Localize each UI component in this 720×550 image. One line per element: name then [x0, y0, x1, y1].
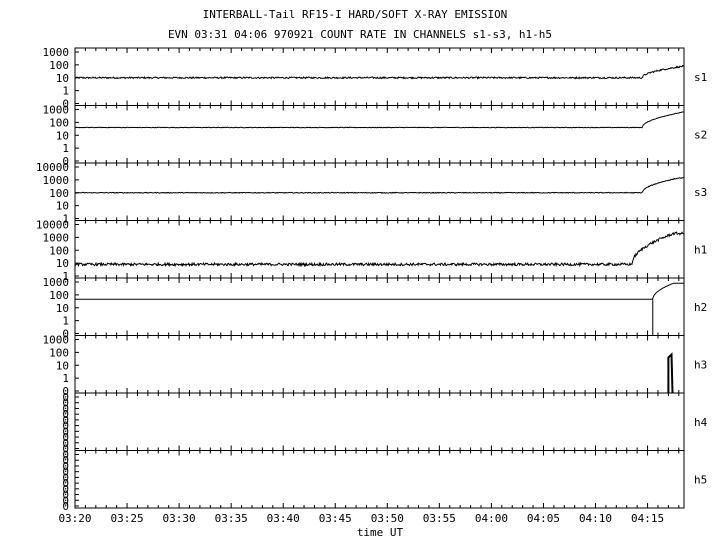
x-tick-label: 04:05	[527, 512, 560, 525]
chart-title: INTERBALL-Tail RF15-I HARD/SOFT X-RAY EM…	[203, 8, 508, 21]
y-tick-label: 0	[62, 477, 69, 490]
series-s3	[74, 177, 685, 194]
y-tick-label: 1	[62, 85, 69, 98]
series-s2	[74, 111, 684, 129]
y-tick-label: 10000	[36, 161, 69, 174]
y-tick-label: 100	[49, 346, 69, 359]
y-tick-label: 1	[62, 372, 69, 385]
panel-frame	[74, 450, 685, 509]
panel-frame	[74, 105, 685, 164]
y-tick-label: 1000	[43, 276, 70, 289]
y-tick-label: 1000	[43, 104, 70, 117]
x-tick-label: 03:55	[423, 512, 456, 525]
y-tick-label: 0	[62, 489, 69, 502]
y-tick-label: 10	[56, 302, 69, 315]
y-tick-label: 0	[62, 449, 69, 462]
y-tick-label: 0	[62, 391, 69, 404]
y-tick-label: 0	[62, 425, 69, 438]
y-tick-label: 1	[62, 142, 69, 155]
channel-label-s3: s3	[694, 186, 707, 199]
panel-frame	[74, 277, 685, 336]
x-tick-label: 03:20	[58, 512, 91, 525]
y-tick-label: 100	[49, 59, 69, 72]
y-tick-label: 0	[62, 408, 69, 421]
y-tick-label: 100	[49, 116, 69, 129]
y-tick-label: 0	[62, 385, 69, 398]
x-tick-label: 03:45	[319, 512, 352, 525]
channel-label-s2: s2	[694, 128, 707, 141]
series-h1	[74, 231, 685, 268]
y-tick-label: 0	[62, 155, 69, 168]
y-tick-label: 10	[56, 200, 69, 213]
time-axis: 03:20 03:25 03:30 03:35 03:40 03:45 03:50 03:55…	[58, 512, 664, 525]
y-tick-label: 0	[62, 420, 69, 433]
panel-frame	[74, 47, 685, 106]
x-axis-label: time UT	[357, 526, 404, 539]
channel-label-h1: h1	[694, 243, 707, 256]
channel-label-s1: s1	[694, 71, 707, 84]
series-s1	[74, 64, 685, 80]
channel-label-h5: h5	[694, 473, 707, 486]
y-tick-label: 1	[62, 213, 69, 226]
y-tick-label: 0	[62, 454, 69, 467]
panel-frame	[74, 162, 685, 221]
y-tick-label: 0	[62, 483, 69, 496]
channel-label-h4: h4	[694, 416, 708, 429]
panel-frame	[74, 220, 685, 279]
y-tick-label: 10	[56, 257, 69, 270]
y-tick-label: 0	[62, 471, 69, 484]
y-tick-label: 1000	[43, 231, 70, 244]
chart-subtitle: EVN 03:31 04:06 970921 COUNT RATE IN CHA…	[168, 28, 552, 41]
x-tick-label: 04:15	[631, 512, 664, 525]
y-tick-label: 100	[49, 187, 69, 200]
y-tick-label: 0	[62, 500, 69, 513]
channel-label-h3: h3	[694, 358, 707, 371]
series-h2	[75, 282, 684, 300]
y-tick-label: 10	[56, 72, 69, 85]
x-tick-label: 03:40	[267, 512, 300, 525]
y-tick-label: 0	[62, 437, 69, 450]
y-tick-label: 0	[62, 98, 69, 111]
y-tick-label: 100	[49, 289, 69, 302]
panel-frame	[74, 335, 685, 394]
y-tick-label: 1000	[43, 174, 70, 187]
x-tick-label: 04:00	[475, 512, 508, 525]
y-tick-label: 0	[62, 414, 69, 427]
y-tick-label: 1000	[43, 46, 70, 59]
y-tick-label: 1	[62, 315, 69, 328]
y-tick-label: 0	[62, 443, 69, 456]
y-tick-label: 0	[62, 402, 69, 415]
y-tick-label: 0	[62, 466, 69, 479]
y-tick-label: 10	[56, 129, 69, 142]
series-h3	[667, 352, 674, 394]
x-tick-label: 03:50	[371, 512, 404, 525]
x-tick-label: 04:10	[579, 512, 612, 525]
y-tick-label: 0	[62, 328, 69, 341]
channel-panels: 10001001010s110001001010s210000100010010…	[36, 46, 708, 513]
y-tick-label: 0	[62, 460, 69, 473]
panel-frame	[74, 392, 685, 451]
y-tick-label: 0	[62, 494, 69, 507]
y-tick-label: 100	[49, 244, 69, 257]
channel-label-h2: h2	[694, 301, 707, 314]
x-tick-label: 03:35	[215, 512, 248, 525]
y-tick-label: 1	[62, 270, 69, 283]
y-tick-label: 0	[62, 431, 69, 444]
y-tick-label: 0	[62, 397, 69, 410]
x-tick-label: 03:25	[110, 512, 143, 525]
y-tick-label: 10	[56, 359, 69, 372]
y-tick-label: 10000	[36, 219, 69, 232]
x-tick-label: 03:30	[163, 512, 196, 525]
y-tick-label: 1000	[43, 334, 70, 347]
